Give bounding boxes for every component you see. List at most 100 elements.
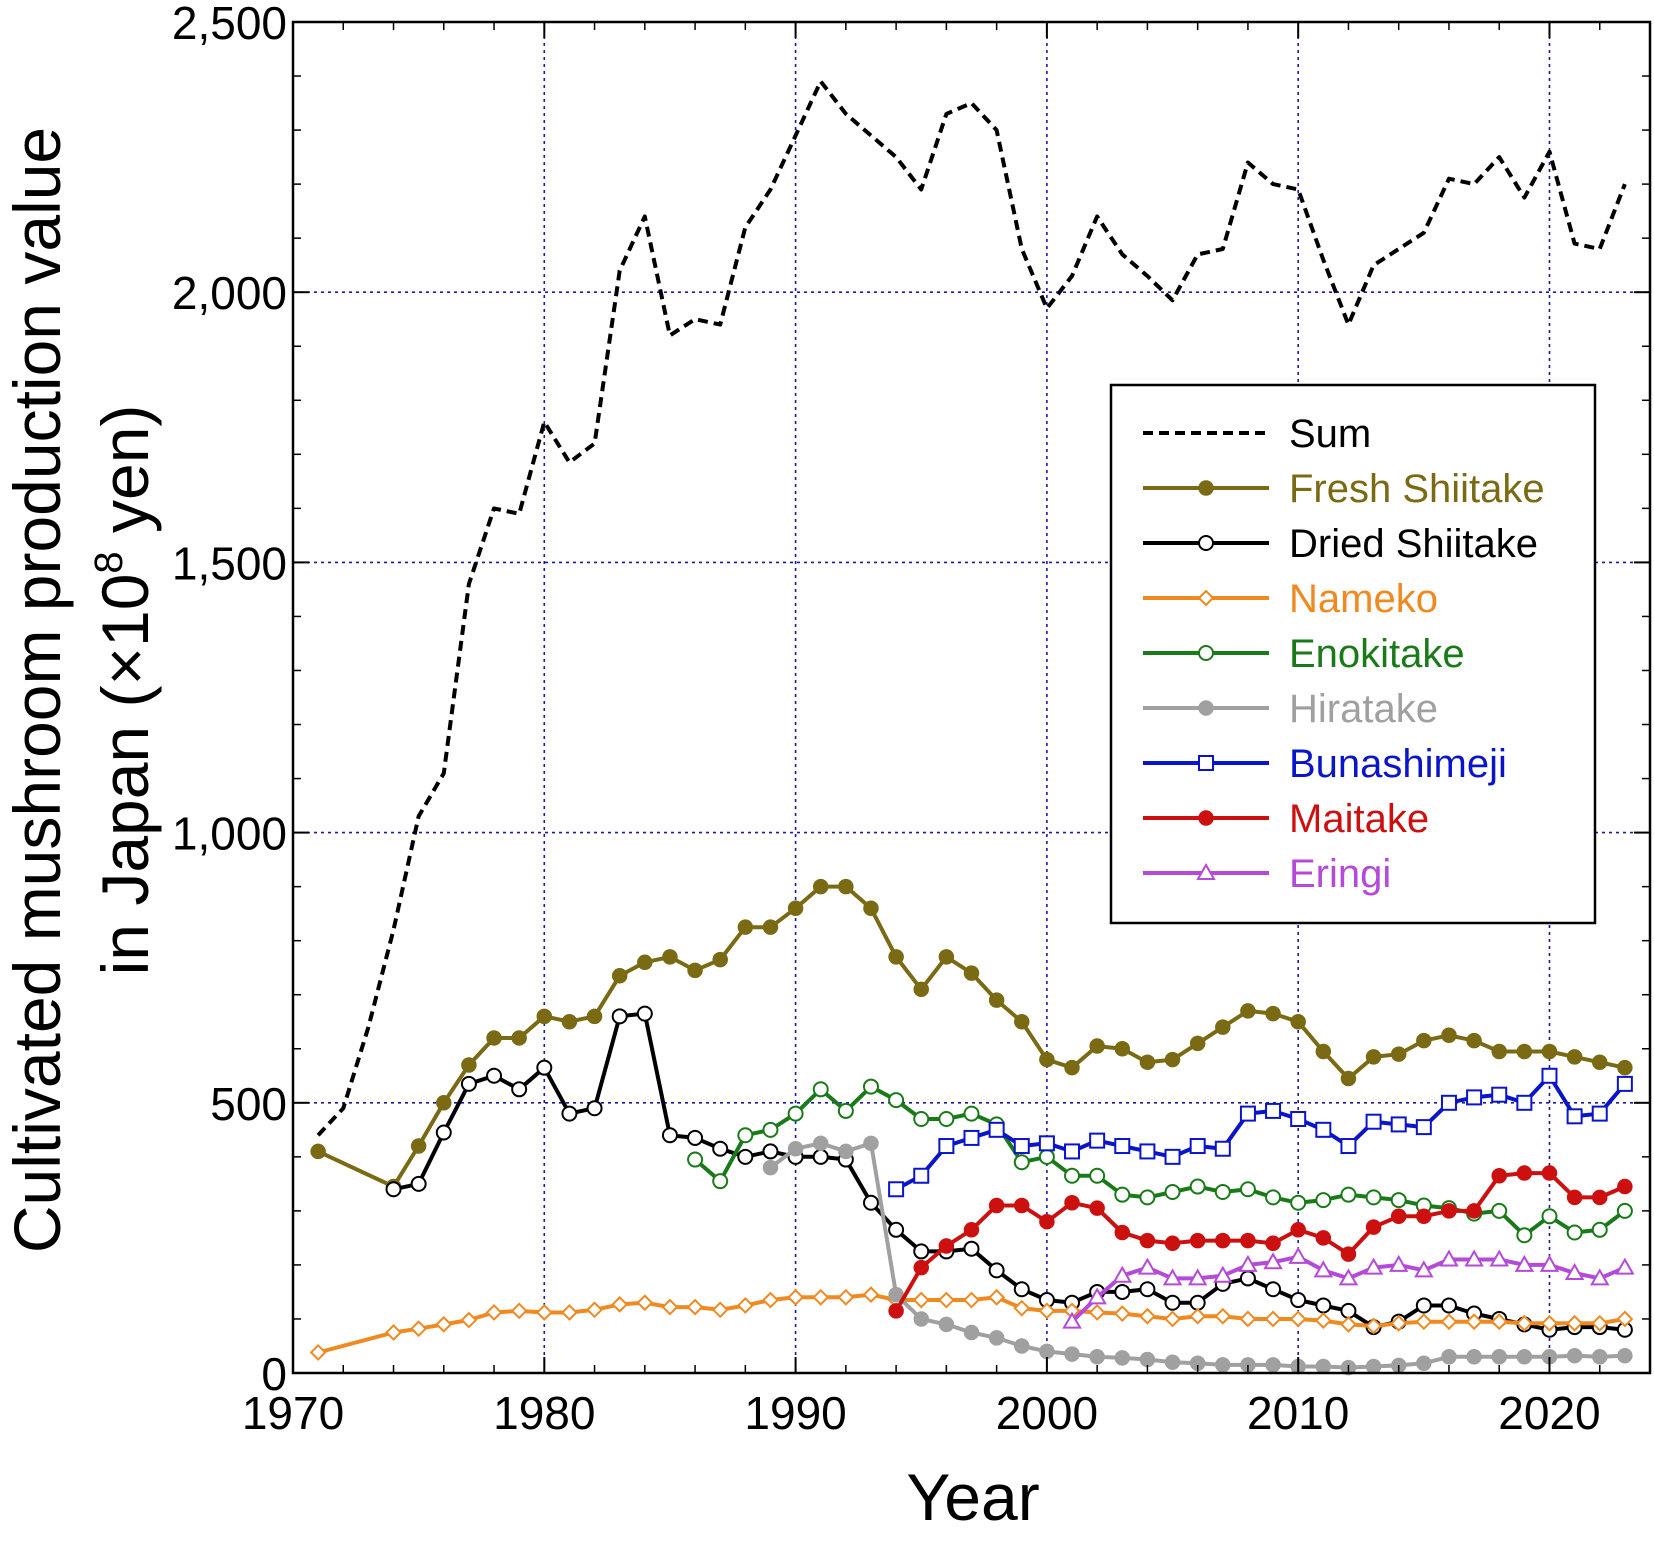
plot-frame [291, 20, 1652, 1375]
data-point-dried-shiitake [812, 1148, 829, 1165]
y-axis-title-prefix: in Japan (×10 [88, 574, 162, 976]
data-point-maitake [1240, 1232, 1256, 1249]
data-point-fresh-shiitake [1466, 1032, 1482, 1049]
legend: Sum Fresh Shiitake Dried Shiitake Nameko Eno… [1109, 383, 1597, 925]
data-point-fresh-shiitake [863, 900, 879, 917]
data-point-nameko [460, 1311, 478, 1329]
data-point-bunashimeji [1390, 1116, 1407, 1133]
data-point-fresh-shiitake [1240, 1003, 1256, 1019]
data-point-fresh-shiitake [988, 992, 1005, 1008]
data-point-enokitake [862, 1078, 879, 1095]
data-point-nameko [385, 1324, 402, 1341]
data-point-hiratake [863, 1135, 879, 1152]
data-point-fresh-shiitake [511, 1030, 527, 1046]
data-point-nameko [611, 1295, 629, 1313]
y-tick-label: 2,500 [172, 0, 287, 49]
legend-label-sum: Sum [1289, 412, 1371, 456]
y-tick-label: 2,000 [172, 267, 287, 319]
data-point-dried-shiitake [888, 1221, 905, 1238]
series-line-enokitake [693, 1084, 1627, 1238]
data-point-nameko [561, 1304, 578, 1321]
data-point-maitake [1441, 1203, 1457, 1219]
data-point-nameko [1415, 1313, 1433, 1331]
data-point-bunashimeji [888, 1181, 905, 1198]
data-point-maitake [1340, 1246, 1357, 1262]
data-point-fresh-shiitake [1416, 1032, 1432, 1049]
data-point-fresh-shiitake [1064, 1059, 1080, 1076]
data-point-enokitake [963, 1105, 980, 1122]
data-point-maitake [1189, 1232, 1206, 1249]
data-point-nameko [1038, 1302, 1056, 1320]
data-point-fresh-shiitake [1491, 1043, 1507, 1060]
data-point-maitake [1064, 1195, 1080, 1211]
data-point-nameko [686, 1298, 704, 1316]
data-point-fresh-shiitake [1164, 1051, 1181, 1068]
data-point-hiratake [1466, 1349, 1482, 1365]
y-axis-title-line2: in Japan (×108 yen) [87, 405, 162, 976]
legend-label-enokitake: Enokitake [1289, 632, 1465, 676]
data-point-nameko [1591, 1314, 1609, 1332]
data-point-dried-shiitake [435, 1124, 452, 1141]
data-point-hiratake [1114, 1350, 1131, 1366]
data-point-nameko [837, 1288, 855, 1306]
data-point-nameko [1013, 1299, 1031, 1317]
legend-entry-fresh-shiitake: Fresh Shiitake [1143, 467, 1545, 511]
data-point-nameko [812, 1288, 830, 1306]
data-point-eringi [1238, 1254, 1258, 1272]
data-point-nameko [1515, 1314, 1533, 1332]
data-point-enokitake [1390, 1192, 1407, 1209]
data-point-nameko [1566, 1314, 1584, 1332]
data-point-bunashimeji [1239, 1105, 1256, 1122]
legend-entry-enokitake: Enokitake [1143, 632, 1465, 676]
data-point-maitake [1215, 1232, 1231, 1249]
data-point-maitake [1591, 1189, 1608, 1206]
legend-entry-eringi: Eringi [1143, 852, 1391, 896]
data-point-eringi [1137, 1257, 1158, 1275]
data-point-hiratake [1491, 1349, 1507, 1365]
data-point-fresh-shiitake [1290, 1013, 1306, 1030]
data-point-hiratake [1416, 1355, 1432, 1372]
data-point-enokitake [1566, 1224, 1583, 1241]
data-point-nameko [963, 1291, 980, 1309]
legend-entry-sum: Sum [1143, 412, 1371, 456]
data-point-enokitake [1139, 1189, 1156, 1206]
data-point-enokitake [1038, 1148, 1055, 1165]
data-point-nameko [435, 1315, 453, 1333]
data-point-enokitake [1265, 1189, 1282, 1206]
data-point-maitake [1566, 1189, 1583, 1206]
data-point-enokitake [1491, 1202, 1508, 1219]
data-point-dried-shiitake [1340, 1302, 1357, 1319]
data-point-maitake [1114, 1224, 1131, 1241]
legend-entry-dried-shiitake: Dried Shiitake [1143, 522, 1538, 566]
data-point-bunashimeji [913, 1167, 930, 1184]
data-point-hiratake [1089, 1349, 1105, 1365]
data-point-fresh-shiitake [787, 900, 804, 917]
data-point-hiratake [812, 1135, 829, 1152]
data-point-fresh-shiitake [712, 951, 728, 968]
data-point-bunashimeji [1089, 1132, 1106, 1149]
data-point-dried-shiitake [410, 1175, 427, 1192]
data-point-nameko [1164, 1310, 1181, 1328]
data-point-fresh-shiitake [1215, 1019, 1231, 1035]
data-point-maitake [1541, 1165, 1558, 1181]
data-point-dried-shiitake [1139, 1281, 1156, 1298]
data-point-nameko [410, 1320, 428, 1338]
legend-marker-maitake [1198, 810, 1214, 826]
data-point-dried-shiitake [536, 1059, 553, 1076]
data-point-dried-shiitake [460, 1075, 477, 1092]
data-point-bunashimeji [988, 1121, 1005, 1138]
series-enokitake [687, 1078, 1633, 1244]
data-point-fresh-shiitake [1189, 1035, 1206, 1052]
data-point-bunashimeji [1214, 1140, 1231, 1157]
data-point-enokitake [1064, 1167, 1081, 1184]
y-axis-title-exponent: 8 [87, 551, 131, 573]
data-point-eringi [1288, 1246, 1308, 1264]
data-point-dried-shiitake [586, 1100, 603, 1117]
data-point-maitake [1290, 1222, 1306, 1238]
data-point-fresh-shiitake [310, 1143, 326, 1160]
data-point-nameko [1088, 1304, 1106, 1321]
data-point-nameko [762, 1291, 779, 1309]
data-point-dried-shiitake [1290, 1292, 1307, 1309]
data-point-dried-shiitake [661, 1127, 678, 1144]
